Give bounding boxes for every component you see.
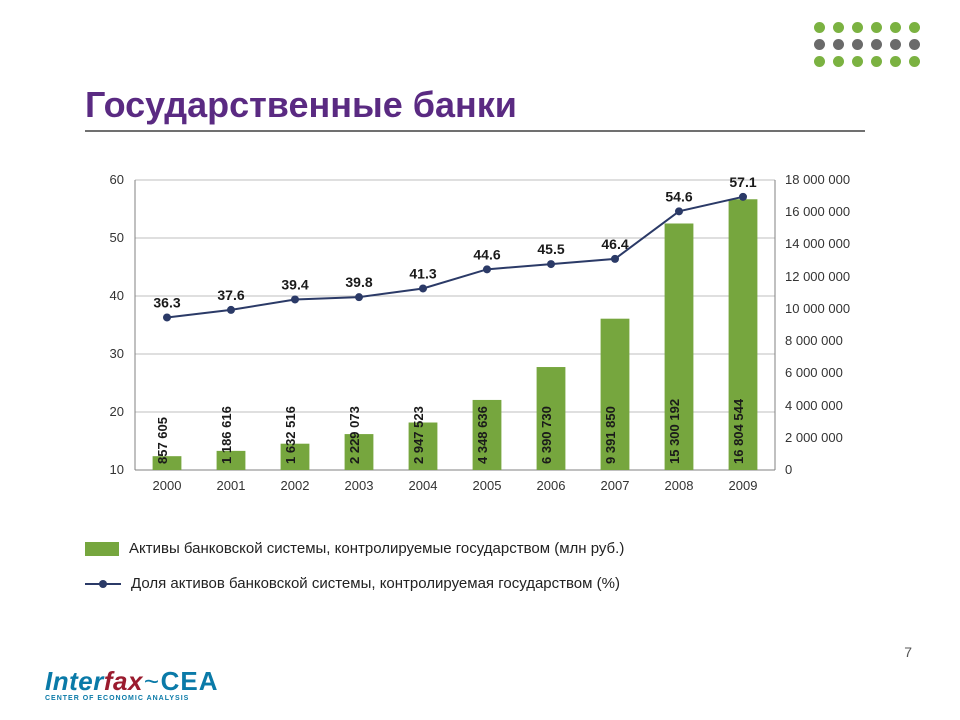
line-marker: [163, 313, 171, 321]
x-tick-label: 2004: [409, 478, 438, 493]
right-y-tick-label: 6 000 000: [785, 365, 843, 380]
right-y-tick-label: 18 000 000: [785, 172, 850, 187]
page-number: 7: [904, 644, 912, 660]
line-marker: [227, 306, 235, 314]
left-y-tick-label: 30: [110, 346, 124, 361]
line-marker: [355, 293, 363, 301]
interfax-cea-logo: Interfax~CEA CENTER OF ECONOMIC ANALYSIS: [45, 666, 219, 702]
line-marker: [483, 265, 491, 273]
x-tick-label: 2005: [473, 478, 502, 493]
line-marker: [675, 207, 683, 215]
legend-item: Доля активов банковской системы, контрол…: [85, 575, 865, 592]
line-value-label: 57.1: [729, 174, 756, 190]
right-y-tick-label: 16 000 000: [785, 204, 850, 219]
left-y-tick-label: 50: [110, 230, 124, 245]
x-tick-label: 2008: [665, 478, 694, 493]
logo-fax: fax: [104, 666, 143, 696]
right-y-tick-label: 12 000 000: [785, 269, 850, 284]
line-marker: [419, 284, 427, 292]
logo-inter: Inter: [45, 666, 104, 696]
logo-tilde: ~: [144, 666, 160, 696]
legend-item: Активы банковской системы, контролируемы…: [85, 540, 865, 557]
legend-bar-swatch: [85, 542, 119, 556]
legend-label: Доля активов банковской системы, контрол…: [131, 575, 620, 592]
left-y-tick-label: 20: [110, 404, 124, 419]
line-value-label: 36.3: [153, 294, 180, 310]
bar-value-label: 16 804 544: [731, 398, 746, 464]
bar-value-label: 2 229 073: [347, 406, 362, 464]
bar-value-label: 857 605: [155, 417, 170, 464]
line-value-label: 37.6: [217, 287, 244, 303]
title-underline: [85, 130, 865, 132]
logo-cea: CEA: [161, 666, 219, 696]
combo-chart: 102030405060 02 000 0004 000 0006 000 00…: [85, 180, 865, 500]
x-tick-label: 2003: [345, 478, 374, 493]
line-value-label: 44.6: [473, 246, 500, 262]
chart-legend: Активы банковской системы, контролируемы…: [85, 540, 865, 610]
bar-value-label: 1 632 516: [283, 406, 298, 464]
left-y-tick-label: 60: [110, 172, 124, 187]
bar-value-label: 2 947 523: [411, 406, 426, 464]
bar-value-label: 4 348 636: [475, 406, 490, 464]
right-y-tick-label: 4 000 000: [785, 398, 843, 413]
bar-value-label: 6 390 730: [539, 406, 554, 464]
x-tick-label: 2002: [281, 478, 310, 493]
line-value-label: 39.4: [281, 276, 308, 292]
x-tick-label: 2007: [601, 478, 630, 493]
legend-label: Активы банковской системы, контролируемы…: [129, 540, 624, 557]
right-y-tick-label: 8 000 000: [785, 333, 843, 348]
right-y-tick-label: 14 000 000: [785, 236, 850, 251]
line-value-label: 46.4: [601, 236, 628, 252]
left-y-tick-label: 10: [110, 462, 124, 477]
x-tick-label: 2009: [729, 478, 758, 493]
line-value-label: 41.3: [409, 265, 436, 281]
right-y-axis-labels: 02 000 0004 000 0006 000 0008 000 00010 …: [779, 180, 865, 470]
x-tick-label: 2001: [217, 478, 246, 493]
slide-title: Государственные банки: [85, 84, 517, 126]
line-value-label: 45.5: [537, 241, 564, 257]
trend-line: [167, 197, 743, 318]
line-marker: [739, 193, 747, 201]
x-tick-label: 2000: [153, 478, 182, 493]
corner-dot-grid: [814, 22, 920, 73]
plot-area: 857 605 1 186 616 1 632 516 2 229 073 2 947 …: [135, 180, 775, 470]
left-y-axis-labels: 102030405060: [85, 180, 130, 470]
line-marker: [547, 260, 555, 268]
right-y-tick-label: 0: [785, 462, 792, 477]
x-tick-label: 2006: [537, 478, 566, 493]
bar-value-label: 9 391 850: [603, 406, 618, 464]
line-marker: [291, 295, 299, 303]
line-value-label: 39.8: [345, 274, 372, 290]
bar-value-label: 1 186 616: [219, 406, 234, 464]
line-marker: [611, 255, 619, 263]
x-axis-labels: 2000 2001 2002 2003 2004 2005 2006 2007 2008 2009: [135, 474, 775, 500]
right-y-tick-label: 10 000 000: [785, 301, 850, 316]
right-y-tick-label: 2 000 000: [785, 430, 843, 445]
bar-value-label: 15 300 192: [667, 399, 682, 464]
legend-line-swatch: [85, 577, 121, 591]
left-y-tick-label: 40: [110, 288, 124, 303]
line-value-label: 54.6: [665, 188, 692, 204]
